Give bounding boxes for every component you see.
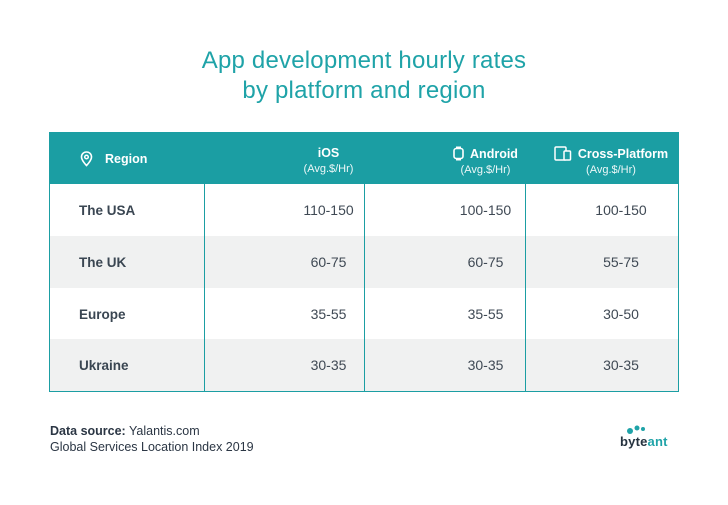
page-title: App development hourly rates by platform… <box>0 46 728 106</box>
byteant-logo: byteant <box>620 425 690 455</box>
ios-rate: 35-55 <box>310 306 347 322</box>
region-name: The UK <box>79 254 127 270</box>
cross-platform-header-label: Cross-Platform <box>577 147 669 161</box>
ios-rate: 60-75 <box>310 254 347 270</box>
table-row: The USA 110-150 100-150 100-150 <box>50 184 678 236</box>
source-value: Yalantis.com <box>128 424 200 438</box>
logo-prefix: byte <box>620 434 648 449</box>
region-name: Ukraine <box>79 357 129 373</box>
data-source-note: Data source: Yalantis.com Global Service… <box>50 423 254 455</box>
location-pin-icon <box>80 150 93 167</box>
cross-platform-rate: 30-35 <box>603 357 639 373</box>
column-divider <box>364 184 365 391</box>
android-rate: 100-150 <box>459 202 512 218</box>
source-label: Data source: <box>50 424 126 438</box>
column-divider <box>204 184 205 391</box>
rates-table: Region iOS (Avg.$/Hr) Android (Avg.$/Hr) <box>49 132 679 392</box>
region-name: Europe <box>79 306 126 322</box>
cross-platform-rate: 30-50 <box>603 306 639 322</box>
smartwatch-icon <box>453 146 464 161</box>
source-detail: Global Services Location Index 2019 <box>50 440 254 454</box>
cross-platform-column-header: Cross-Platform (Avg.$/Hr) <box>554 133 678 184</box>
region-header: Region <box>80 133 147 184</box>
title-line-2: by platform and region <box>242 77 486 104</box>
logo-suffix: ant <box>647 434 668 449</box>
cross-platform-rate: 100-150 <box>595 202 647 218</box>
cross-platform-header-unit: (Avg.$/Hr) <box>586 164 636 176</box>
devices-icon <box>554 146 572 161</box>
android-header-label: Android <box>470 147 518 161</box>
android-rate: 30-35 <box>467 357 504 373</box>
logo-dots-icon <box>627 425 645 434</box>
title-line-1: App development hourly rates <box>201 47 527 74</box>
column-divider <box>525 184 526 391</box>
android-column-header: Android (Avg.$/Hr) <box>407 133 564 184</box>
region-header-label: Region <box>105 151 148 166</box>
ios-rate: 110-150 <box>303 202 354 218</box>
android-rate: 60-75 <box>467 254 504 270</box>
ios-column-header: iOS (Avg.$/Hr) <box>250 133 407 184</box>
region-name: The USA <box>79 202 136 218</box>
cross-platform-rate: 55-75 <box>603 254 639 270</box>
android-rate: 35-55 <box>467 306 504 322</box>
table-row: Europe 35-55 35-55 30-50 <box>50 288 678 340</box>
ios-header-label: iOS <box>317 146 340 160</box>
table-header: Region iOS (Avg.$/Hr) Android (Avg.$/Hr) <box>50 133 678 184</box>
ios-rate: 30-35 <box>310 357 347 373</box>
ios-header-unit: (Avg.$/Hr) <box>303 163 354 175</box>
android-header-unit: (Avg.$/Hr) <box>460 164 511 176</box>
